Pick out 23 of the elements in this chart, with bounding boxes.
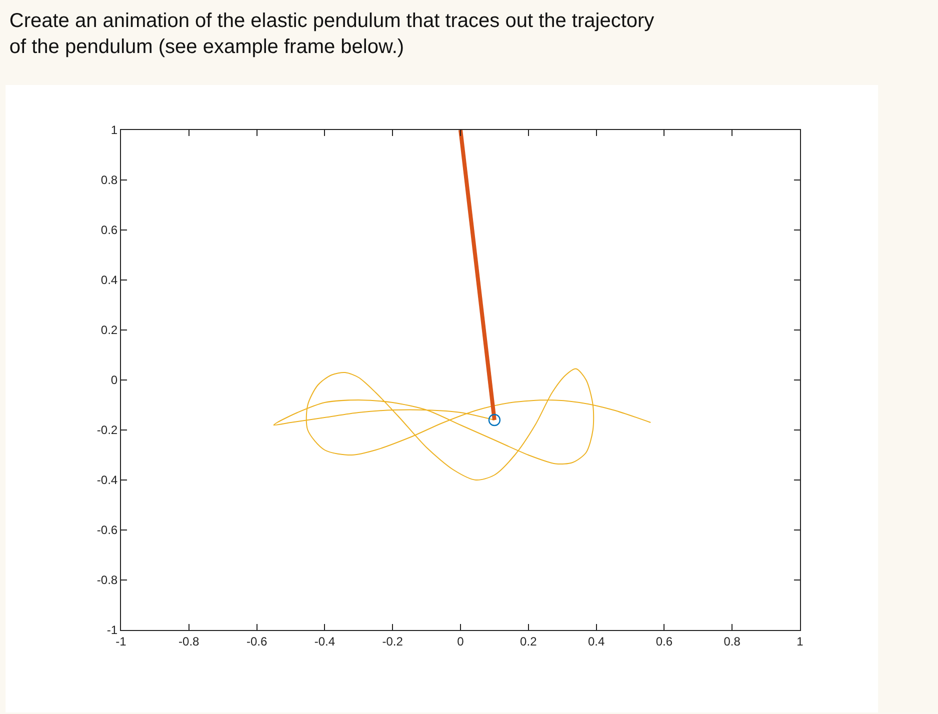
y-tick-label: -0.8 <box>96 573 118 588</box>
x-tick-label: 0 <box>457 634 464 648</box>
line-series <box>273 368 652 480</box>
x-tick-label: 0.8 <box>724 634 741 648</box>
y-tick-label: 0 <box>110 373 118 388</box>
x-tick-label: 0.2 <box>520 634 538 648</box>
x-tick-label: 0.4 <box>588 634 605 648</box>
y-tick-label: 0.4 <box>100 273 118 288</box>
y-tick-label: -0.4 <box>96 473 118 488</box>
x-tick-label: -0.4 <box>314 634 336 648</box>
x-tick-label: -0.2 <box>382 634 404 648</box>
y-tick-label: -0.6 <box>96 523 118 538</box>
y-tick-label: 0.6 <box>100 223 118 238</box>
x-tick-label: -0.6 <box>246 634 268 648</box>
y-tick-label: -0.2 <box>96 423 118 438</box>
x-tick-label: 0.6 <box>656 634 673 648</box>
y-tick-label: 0.2 <box>100 323 118 338</box>
chart-title: Create an animation of the elastic pendulum that traces out the trajectory of the pendulum (see example frame below.) <box>9 10 654 58</box>
y-tick-label: 1 <box>110 123 118 138</box>
x-tick-label: -0.8 <box>178 634 200 648</box>
y-tick-label: 0.8 <box>100 173 118 188</box>
x-tick-label: 1 <box>796 634 804 648</box>
y-tick-label: -1 <box>106 623 118 638</box>
